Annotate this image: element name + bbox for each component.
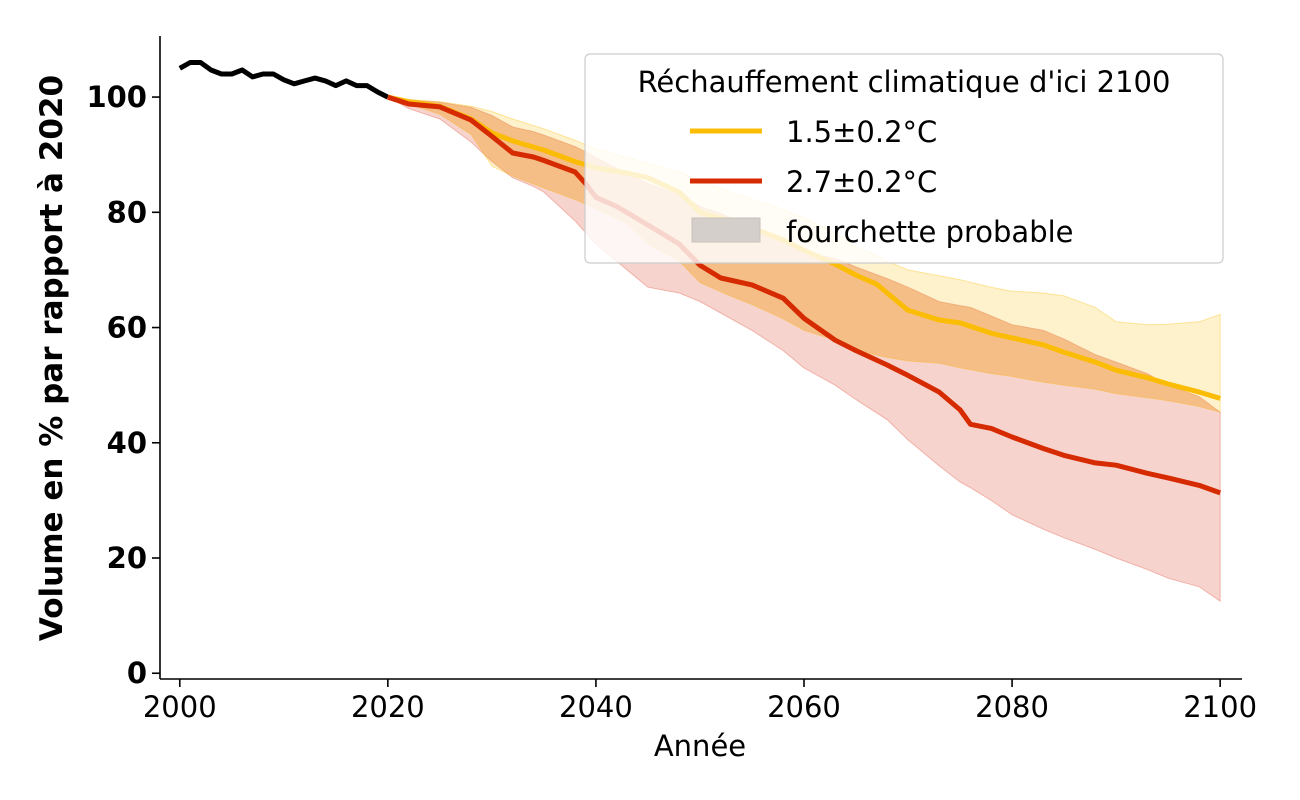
y-ticks: 0 20 40 60 80 100 [86,80,160,690]
legend: Réchauffement climatique d'ici 2100 1.5±… [584,53,1224,264]
legend-label-likely-range: fourchette probable [786,215,1074,249]
legend-title: Réchauffement climatique d'ici 2100 [638,65,1171,99]
legend-frame [584,53,1224,264]
y-axis-label: Volume en % par rapport à 2020 [34,75,70,641]
x-tick-label: 2040 [559,690,633,724]
x-tick-label: 2060 [767,690,841,724]
series-line-2-7c [387,94,1222,496]
y-tick-label: 0 [127,656,147,690]
x-tick-label: 2100 [1183,690,1257,724]
x-axis-label: Année [654,729,746,763]
legend-label-2-7c: 2.7±0.2°C [786,165,937,199]
x-tick-label: 2080 [975,690,1049,724]
legend-label-1-5c: 1.5±0.2°C [786,115,937,149]
y-tick-label: 40 [107,426,147,460]
y-tick-label: 60 [107,311,147,345]
x-tick-label: 2020 [351,690,425,724]
legend-swatch-likely-range [691,217,761,243]
x-tick-label: 2000 [143,690,217,724]
y-tick-label: 100 [86,80,147,114]
historical-line [178,60,389,100]
x-ticks: 2000 2020 2040 2060 2080 2100 [143,679,1257,724]
y-tick-label: 20 [107,541,147,575]
y-tick-label: 80 [107,195,147,229]
